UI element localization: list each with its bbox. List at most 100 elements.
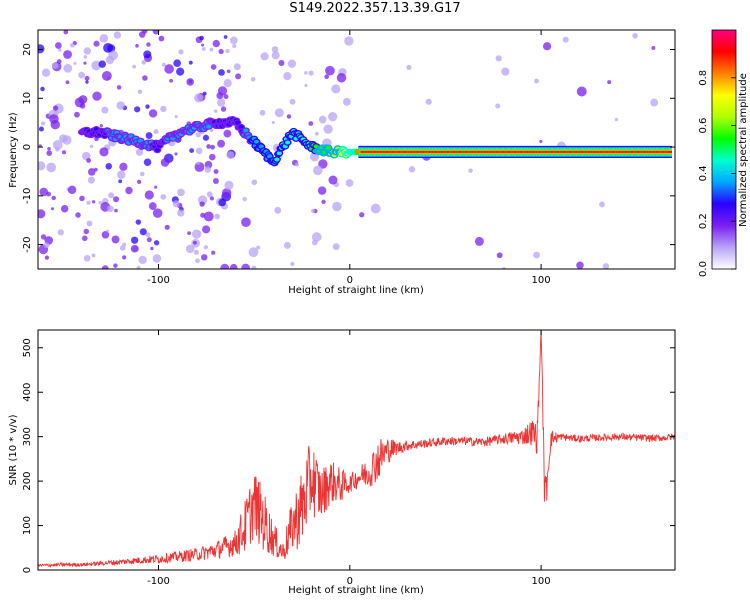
spectrogram-noise-blob — [117, 170, 126, 179]
spectrogram-noise-blob — [185, 244, 195, 254]
spectrogram-ridge-core — [238, 125, 244, 130]
spectrogram-noise-blob — [78, 71, 85, 79]
spectrogram-noise-blob — [178, 49, 184, 55]
spectrogram-noise-blob — [576, 86, 587, 97]
spectrogram-noise-blob — [271, 120, 275, 125]
spectrogram-noise-blob — [209, 196, 214, 201]
spectrogram-noise-blob — [650, 98, 659, 107]
spectrogram-noise-blob — [199, 201, 205, 207]
spectrogram-noise-blob — [542, 42, 552, 51]
spectrogram-noise-blob — [174, 152, 178, 156]
spectrogram-ridge-core — [154, 147, 160, 152]
spectrogram-noise-blob — [83, 228, 89, 235]
spectrogram-noise-blob — [274, 206, 282, 214]
spectrogram-noise-blob — [99, 147, 109, 157]
spectrogram-noise-blob — [632, 32, 638, 39]
spectrogram-noise-blob — [406, 64, 412, 70]
spectrogram-noise-blob — [51, 195, 56, 201]
spectrogram-noise-blob — [217, 139, 226, 148]
spectrogram-noise-blob — [38, 209, 46, 219]
spectrogram-noise-blob — [328, 175, 338, 185]
spectrogram-noise-blob — [51, 62, 59, 69]
spectrogram-noise-blob — [138, 255, 147, 265]
spectrogram-noise-blob — [201, 43, 205, 47]
spectrogram-noise-blob — [46, 150, 53, 156]
spectrogram-noise-blob — [271, 51, 280, 60]
spectrogram-noise-blob — [113, 263, 118, 268]
spectrogram-noise-blob — [139, 171, 145, 177]
spectrogram-noise-blob — [274, 108, 284, 118]
spectrogram-noise-blob — [195, 258, 200, 264]
spectrogram-noise-blob — [216, 92, 224, 100]
spectrogram-noise-blob — [94, 167, 98, 172]
y-tick-label: 300 — [22, 427, 33, 446]
spectrogram-noise-blob — [52, 105, 59, 111]
spectrogram-noise-blob — [153, 240, 160, 246]
spectrogram-noise-blob — [321, 199, 326, 205]
spectrogram-noise-blob — [188, 79, 193, 84]
spectrogram-noise-blob — [130, 236, 139, 244]
spectrogram-noise-blob — [134, 106, 141, 113]
colorbar-tick-label: 0.8 — [698, 70, 709, 86]
spectrogram-noise-blob — [331, 84, 341, 94]
spectrogram-noise-blob — [154, 185, 158, 189]
spectrogram-noise-blob — [271, 46, 279, 53]
spectrogram-noise-blob — [44, 255, 50, 260]
x-tick-label: 0 — [347, 576, 353, 587]
spectrogram-noise-blob — [202, 225, 211, 234]
spectrogram-noise-blob — [345, 179, 354, 187]
spectrogram-noise-blob — [84, 75, 90, 81]
spectrogram-noise-blob — [194, 162, 205, 172]
spectrogram-noise-blob — [289, 98, 296, 105]
spectrogram-noise-blob — [290, 261, 295, 266]
spectrogram-noise-blob — [78, 95, 88, 104]
spectrogram-marks — [38, 30, 672, 269]
spectrogram-noise-blob — [108, 192, 115, 199]
spectrogram-noise-blob — [212, 39, 220, 48]
spectrogram-noise-blob — [65, 80, 70, 85]
spectrogram-noise-blob — [135, 148, 144, 156]
spectrogram-ridge-core — [267, 154, 273, 159]
spectrogram-noise-blob — [324, 74, 330, 80]
spectrogram-noise-blob — [56, 59, 62, 64]
spectrogram-noise-blob — [614, 117, 619, 122]
spectrogram-noise-blob — [136, 265, 141, 269]
spectrogram-noise-blob — [40, 86, 45, 92]
spectrogram-noise-blob — [92, 91, 102, 101]
spectrogram-noise-blob — [85, 80, 89, 84]
spectrogram-noise-blob — [83, 61, 87, 65]
spectrogram-noise-blob — [206, 191, 213, 198]
spectrogram-noise-blob — [116, 101, 125, 110]
spectrogram-noise-blob — [195, 132, 201, 138]
spectrogram-noise-blob — [495, 55, 502, 62]
spectrogram-noise-blob — [86, 220, 93, 227]
spectrogram-y-axis-label: Frequency (Hz) — [8, 112, 19, 188]
snr-x-axis-label: Height of straight line (km) — [288, 585, 424, 596]
spectrogram-noise-blob — [495, 103, 501, 109]
spectrogram-noise-blob — [223, 94, 229, 100]
y-tick-label: 100 — [22, 516, 33, 535]
spectrogram-noise-blob — [101, 265, 109, 269]
spectrogram-noise-blob — [194, 93, 204, 103]
y-tick-label: 20 — [22, 43, 33, 56]
spectrogram-noise-blob — [203, 211, 214, 222]
y-tick-label: 0 — [22, 144, 33, 150]
spectrogram-ridge-core — [206, 124, 212, 129]
spectrogram-noise-blob — [602, 263, 610, 269]
spectrogram-ridge-core — [243, 128, 249, 133]
spectrogram-noise-blob — [98, 201, 103, 205]
spectrogram-noise-blob — [225, 48, 230, 54]
spectrogram-noise-blob — [148, 109, 158, 118]
x-tick-label: 0 — [347, 275, 353, 286]
spectrogram-noise-blob — [79, 195, 85, 202]
spectrogram-noise-blob — [114, 208, 118, 213]
spectrogram-frame — [37, 29, 676, 270]
spectrogram-noise-blob — [468, 168, 473, 173]
spectrogram-ridge-core — [253, 139, 260, 144]
spectrogram-noise-blob — [218, 48, 224, 55]
spectrogram-noise-blob — [408, 166, 416, 173]
spectrogram-noise-blob — [141, 60, 147, 65]
spectrogram-noise-blob — [99, 34, 109, 43]
spectrogram-noise-blob — [534, 78, 539, 84]
snr-plot-area — [38, 330, 675, 570]
